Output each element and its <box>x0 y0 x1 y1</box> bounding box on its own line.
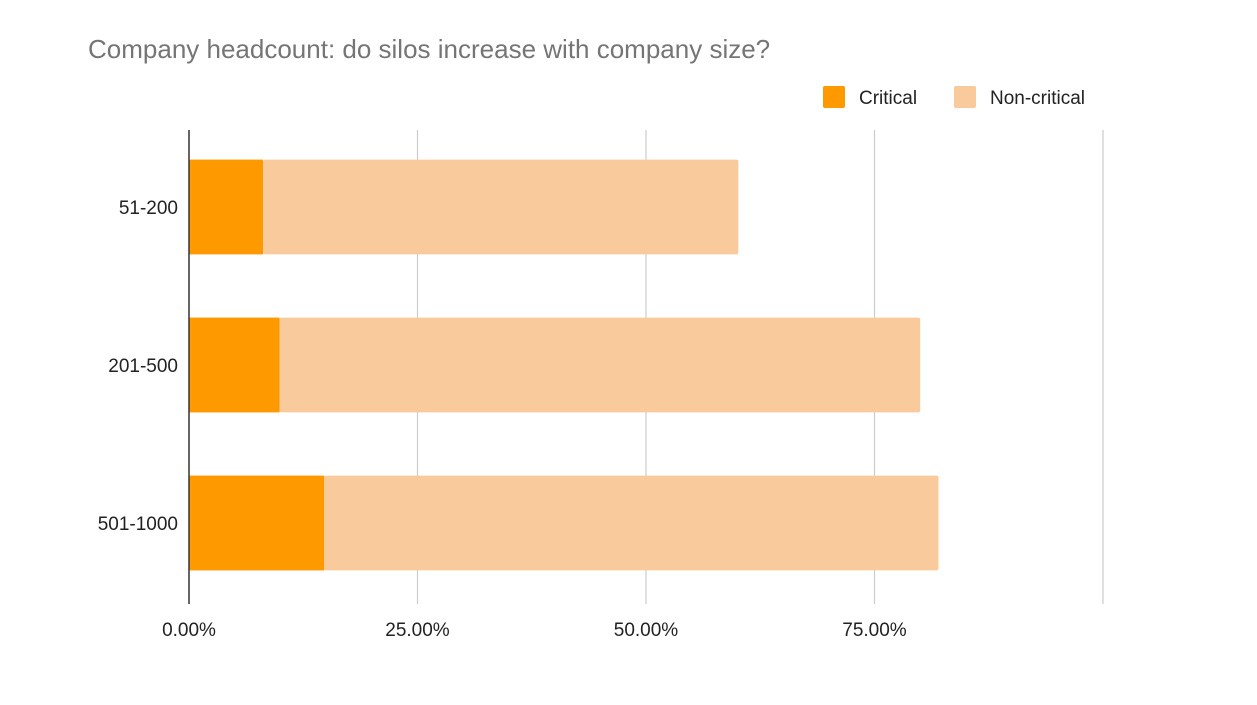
y-tick-label: 51-200 <box>119 198 178 219</box>
x-tick-label: 50.00% <box>614 620 679 641</box>
x-tick-label: 75.00% <box>842 620 907 641</box>
chart-title: Company headcount: do silos increase wit… <box>88 34 770 64</box>
legend-swatch <box>954 86 976 108</box>
bar-non-critical <box>279 317 921 413</box>
y-tick-label: 201-500 <box>108 356 178 377</box>
bar-critical <box>189 475 325 571</box>
axis-layer: 0.00% 25.00% 50.00% 75.00% 51-200 201-500 501-… <box>98 130 907 641</box>
legend-label: Critical <box>859 88 917 109</box>
legend-swatch <box>823 86 845 108</box>
bar-critical <box>189 317 280 413</box>
bar-non-critical <box>263 159 739 255</box>
y-tick-label: 501-1000 <box>98 514 178 535</box>
x-tick-label: 0.00% <box>162 620 216 641</box>
bar-critical <box>189 159 264 255</box>
x-tick-label: 25.00% <box>385 620 450 641</box>
legend: Critical Non-critical <box>823 86 1085 109</box>
legend-label: Non-critical <box>990 88 1085 109</box>
bar-non-critical <box>324 475 939 571</box>
bar-layer <box>189 159 939 571</box>
